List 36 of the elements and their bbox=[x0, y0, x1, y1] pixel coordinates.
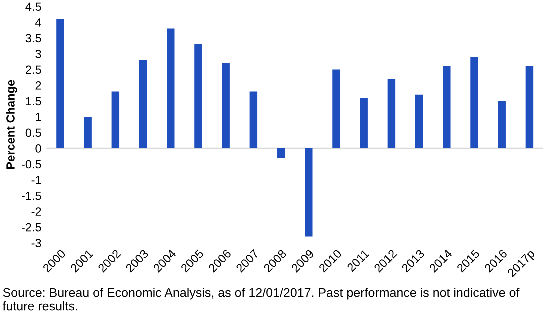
y-tick-label: -3 bbox=[32, 239, 42, 248]
bar bbox=[112, 92, 120, 149]
bar bbox=[526, 66, 534, 149]
bar bbox=[194, 44, 202, 149]
y-tick-label: 3.5 bbox=[26, 34, 42, 43]
bar bbox=[222, 63, 230, 149]
y-tick-label: -2.5 bbox=[22, 223, 42, 232]
y-tick-label: 0 bbox=[36, 144, 42, 153]
bar bbox=[84, 116, 92, 149]
bar bbox=[332, 70, 340, 149]
y-tick-label: 2.5 bbox=[26, 66, 42, 74]
y-tick-label: 2 bbox=[36, 82, 42, 90]
bar bbox=[443, 66, 451, 149]
bar bbox=[470, 57, 478, 149]
y-tick-label: 3 bbox=[36, 50, 42, 58]
y-tick-label: 0.5 bbox=[26, 128, 42, 138]
bar bbox=[56, 19, 64, 149]
y-tick-label: 4.5 bbox=[26, 2, 42, 12]
y-axis-title: Percent Change bbox=[6, 80, 18, 170]
y-tick-label: -1.5 bbox=[22, 192, 42, 200]
bar bbox=[498, 101, 506, 149]
bar bbox=[139, 60, 148, 149]
y-tick-label: 1.5 bbox=[26, 97, 42, 106]
bar bbox=[388, 79, 396, 149]
bar bbox=[305, 148, 313, 237]
y-tick-label: -1 bbox=[32, 176, 42, 184]
source-note: Source: Bureau of Economic Analysis, as of 12/01/2017. Past performance is not indicative of future results. bbox=[2, 288, 520, 311]
y-tick-label: 4 bbox=[36, 18, 42, 27]
bar bbox=[250, 92, 258, 149]
y-tick-label: -2 bbox=[32, 208, 42, 216]
bar bbox=[415, 94, 424, 149]
bar bbox=[360, 98, 368, 149]
bar bbox=[277, 148, 286, 158]
y-tick-label: 1 bbox=[36, 113, 42, 122]
y-tick-label: -0.5 bbox=[22, 160, 42, 169]
bar bbox=[167, 28, 175, 149]
